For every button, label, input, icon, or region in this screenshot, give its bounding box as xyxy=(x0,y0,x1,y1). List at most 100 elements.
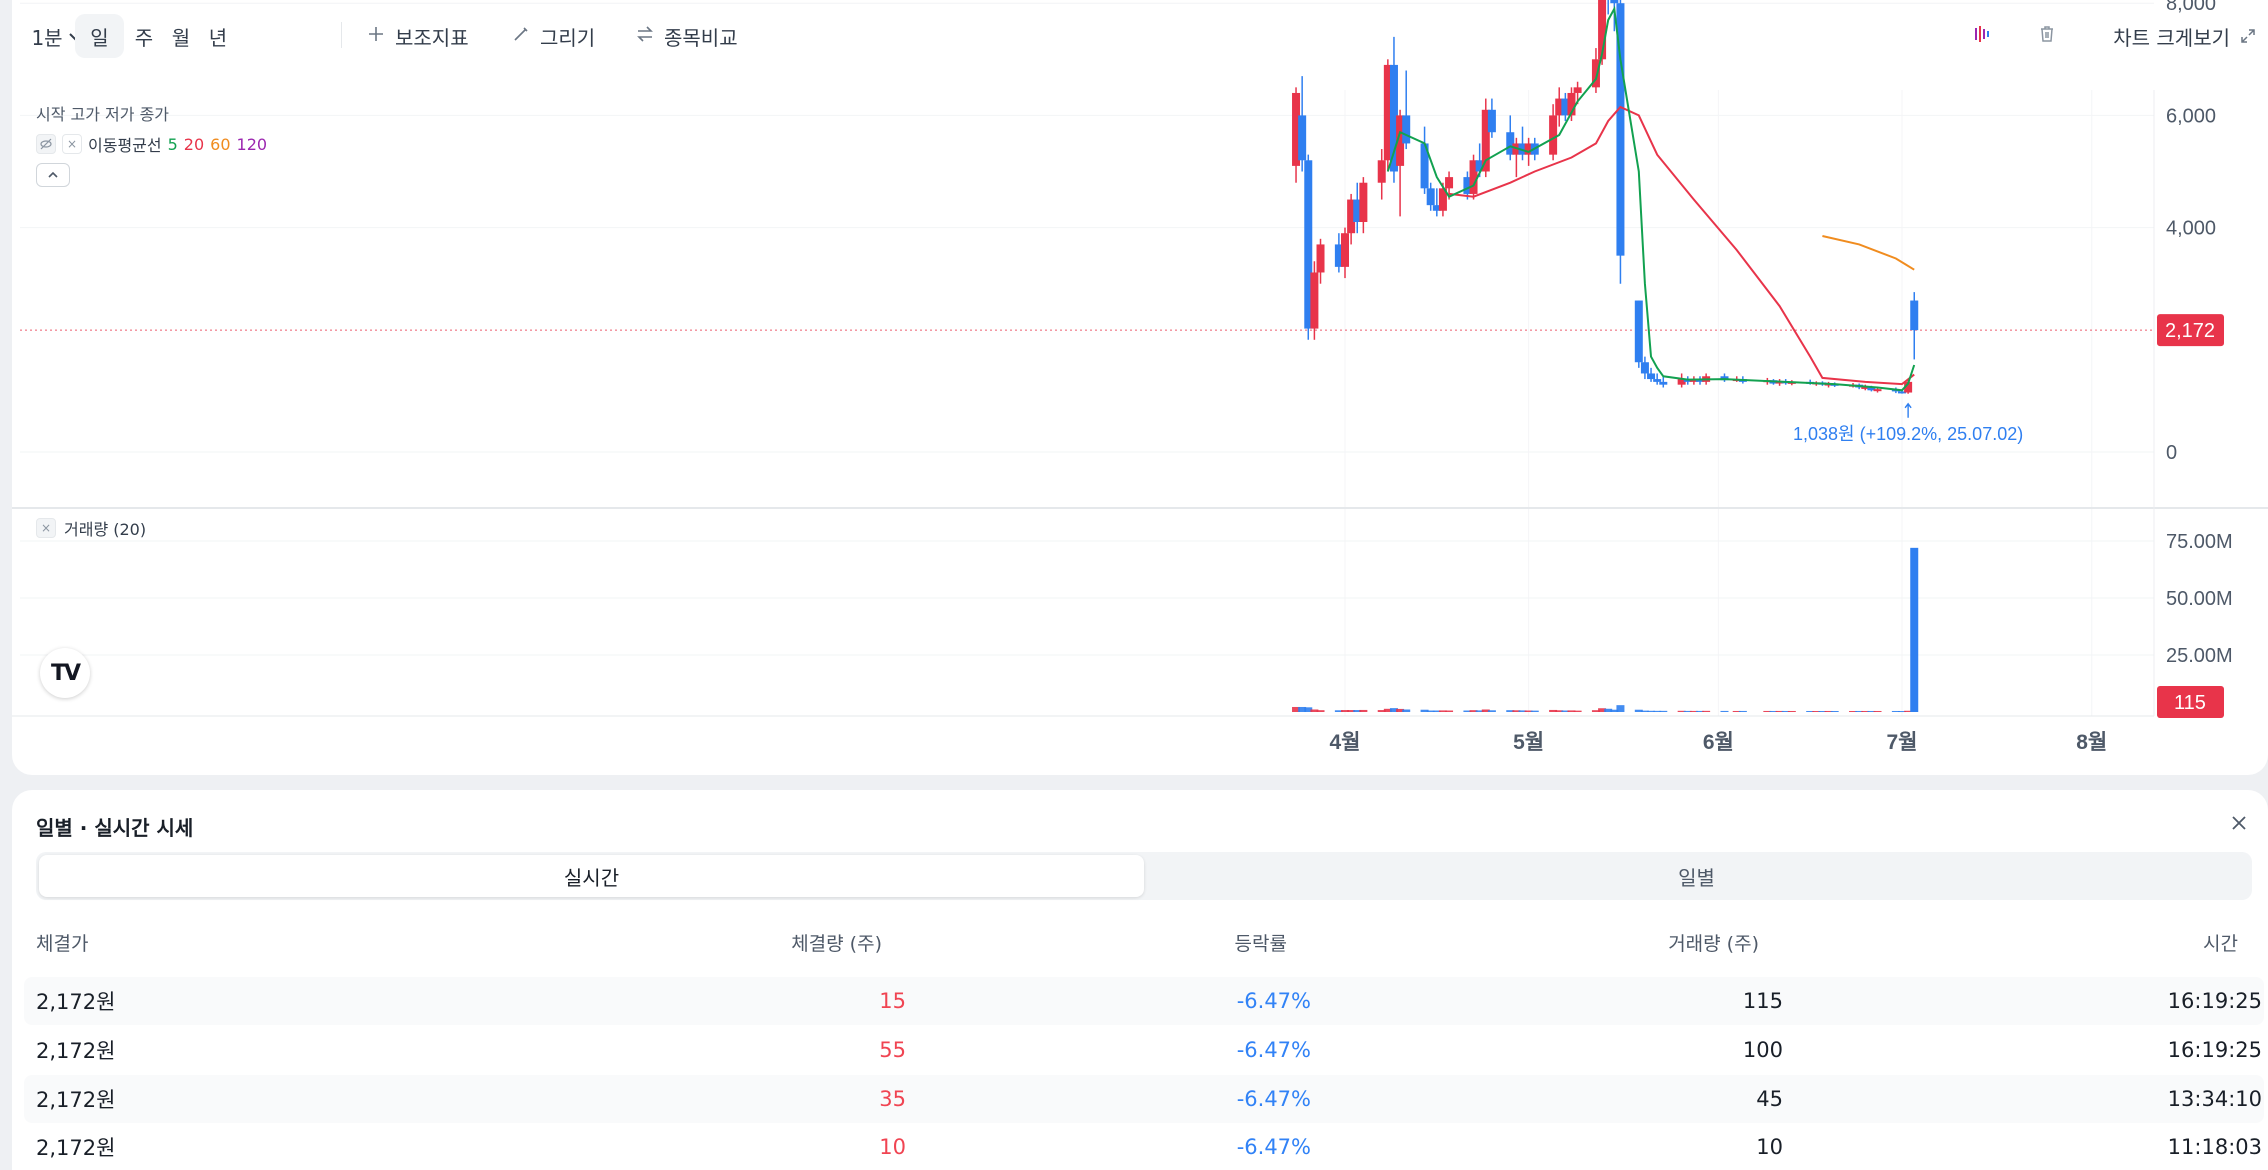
price-chart[interactable]: 12,00010,0008,0006,0004,000075.00M50.00M… xyxy=(12,0,2268,775)
tradingview-logo-icon[interactable]: TV xyxy=(40,648,90,698)
candle-body xyxy=(1396,115,1405,166)
pencil-icon xyxy=(512,24,530,49)
period-tab-year[interactable]: 년 xyxy=(194,14,242,58)
candle-body xyxy=(1524,143,1533,155)
period-tab-month[interactable]: 월 xyxy=(157,14,205,58)
volume-bar xyxy=(1469,710,1478,712)
chart-toolbar: 1분 일 주 월 년 보조지표 그리기 xyxy=(12,0,2268,68)
month-tick-label: 4월 xyxy=(1330,731,1361,754)
quote-table-header: 체결가 체결량 (주) 등락률 거래량 (주) 시간 xyxy=(36,922,2252,962)
candle-body xyxy=(1634,300,1643,363)
volume-bar xyxy=(1420,709,1429,712)
candle-body xyxy=(1469,160,1478,194)
candle-body xyxy=(1591,59,1600,88)
volume-bar xyxy=(1304,707,1313,712)
volume-bar xyxy=(1683,710,1692,712)
current-price-tag-label: 2,172 xyxy=(2165,320,2215,342)
volume-bar xyxy=(1353,710,1362,712)
plus-icon xyxy=(367,24,385,49)
low-arrow-icon xyxy=(1904,402,1912,418)
volume-bar xyxy=(1677,710,1686,712)
ma5-period: 5 xyxy=(167,134,178,154)
volume-bar xyxy=(1702,710,1711,712)
volume-bar xyxy=(1567,710,1576,712)
candle-body xyxy=(1659,381,1668,385)
candle-body xyxy=(1426,188,1435,206)
volume-bar xyxy=(1487,710,1496,712)
period-tab-label: 주 xyxy=(134,25,154,50)
candle-body xyxy=(1377,160,1386,183)
collapse-legend-button[interactable] xyxy=(36,163,70,187)
candle-body xyxy=(1389,64,1398,172)
candle-body xyxy=(1647,373,1656,380)
close-panel-button[interactable] xyxy=(2222,806,2256,840)
candle-body xyxy=(1475,160,1484,172)
volume-bar xyxy=(1334,710,1343,712)
candle-body xyxy=(1383,64,1392,161)
volume-bar xyxy=(1561,710,1570,712)
volume-bar xyxy=(1634,709,1643,712)
period-tab-week[interactable]: 주 xyxy=(120,14,168,58)
expand-icon xyxy=(2240,28,2256,44)
eye-off-icon[interactable] xyxy=(36,134,56,154)
indicator-label: 보조지표 xyxy=(395,25,469,50)
ma5-line xyxy=(1386,5,1916,392)
cell-volume: 45 xyxy=(1756,1087,1783,1111)
indicator-button[interactable]: 보조지표 xyxy=(367,14,497,58)
table-row: 2,172원 10 -6.47% 10 11:18:03 xyxy=(24,1123,2264,1170)
price-tick-label: 8,000 xyxy=(2166,0,2216,15)
volume-bar xyxy=(1910,547,1919,712)
draw-button[interactable]: 그리기 xyxy=(512,14,622,58)
period-tab-day[interactable]: 일 xyxy=(75,14,124,58)
tab-realtime[interactable]: 실시간 xyxy=(39,855,1144,897)
candle-body xyxy=(1341,233,1349,267)
volume-bar xyxy=(1530,710,1539,712)
volume-bar xyxy=(1341,710,1349,712)
volume-bar xyxy=(1873,710,1882,712)
cell-price: 2,172원 xyxy=(36,1136,116,1160)
candle-body xyxy=(1561,98,1570,116)
candle-body xyxy=(1463,177,1472,194)
cell-qty: 55 xyxy=(879,1038,906,1062)
interval-dropdown[interactable]: 1분 xyxy=(28,14,86,58)
fullscreen-button[interactable]: 차트 크게보기 xyxy=(2097,14,2262,58)
candle-body xyxy=(1353,199,1362,222)
compare-button[interactable]: 종목비교 xyxy=(636,14,766,58)
volume-bar xyxy=(1763,710,1772,712)
volume-bar xyxy=(1377,710,1386,712)
cell-time: 13:34:10 xyxy=(2167,1087,2262,1111)
cell-volume: 100 xyxy=(1742,1038,1783,1062)
volume-bar xyxy=(1549,709,1558,712)
close-icon[interactable]: × xyxy=(62,134,82,154)
volume-bar xyxy=(1310,709,1319,712)
volume-bar xyxy=(1787,710,1796,712)
table-row: 2,172원 15 -6.47% 115 16:19:25 xyxy=(24,977,2264,1025)
volume-bar xyxy=(1689,710,1698,712)
cell-time: 11:18:03 xyxy=(2167,1135,2262,1159)
volume-bar xyxy=(1481,709,1490,712)
candle-body xyxy=(1696,379,1705,382)
volume-bar xyxy=(1604,708,1613,712)
delete-drawing-button[interactable] xyxy=(2027,14,2067,58)
candle-body xyxy=(1445,177,1454,189)
candle-body xyxy=(1898,391,1906,394)
quote-panel: 일별 · 실시간 시세 실시간 일별 체결가 체결량 (주) 등락률 거래량 (… xyxy=(12,790,2268,1170)
tab-daily[interactable]: 일별 xyxy=(1678,865,1715,890)
candle-body xyxy=(1861,386,1870,389)
ohlc-legend: 시작 고가 저가 종가 xyxy=(36,105,170,124)
close-icon[interactable]: × xyxy=(36,518,56,538)
candle-body xyxy=(1904,381,1913,393)
volume-bar xyxy=(1591,710,1600,712)
chart-type-button[interactable] xyxy=(1962,14,2002,58)
month-tick-label: 5월 xyxy=(1513,731,1544,754)
candle-body xyxy=(1292,92,1301,166)
volume-bar xyxy=(1659,710,1668,712)
cell-rate: -6.47% xyxy=(1236,1135,1311,1159)
volume-bar xyxy=(1781,710,1790,712)
table-row: 2,172원 35 -6.47% 45 13:34:10 xyxy=(24,1075,2264,1123)
ma60-period: 60 xyxy=(210,134,231,154)
fullscreen-label: 차트 크게보기 xyxy=(2113,25,2230,50)
current-price-tag xyxy=(2157,314,2224,347)
col-header-qty: 체결량 (주) xyxy=(791,932,882,955)
candle-body xyxy=(1298,115,1307,161)
